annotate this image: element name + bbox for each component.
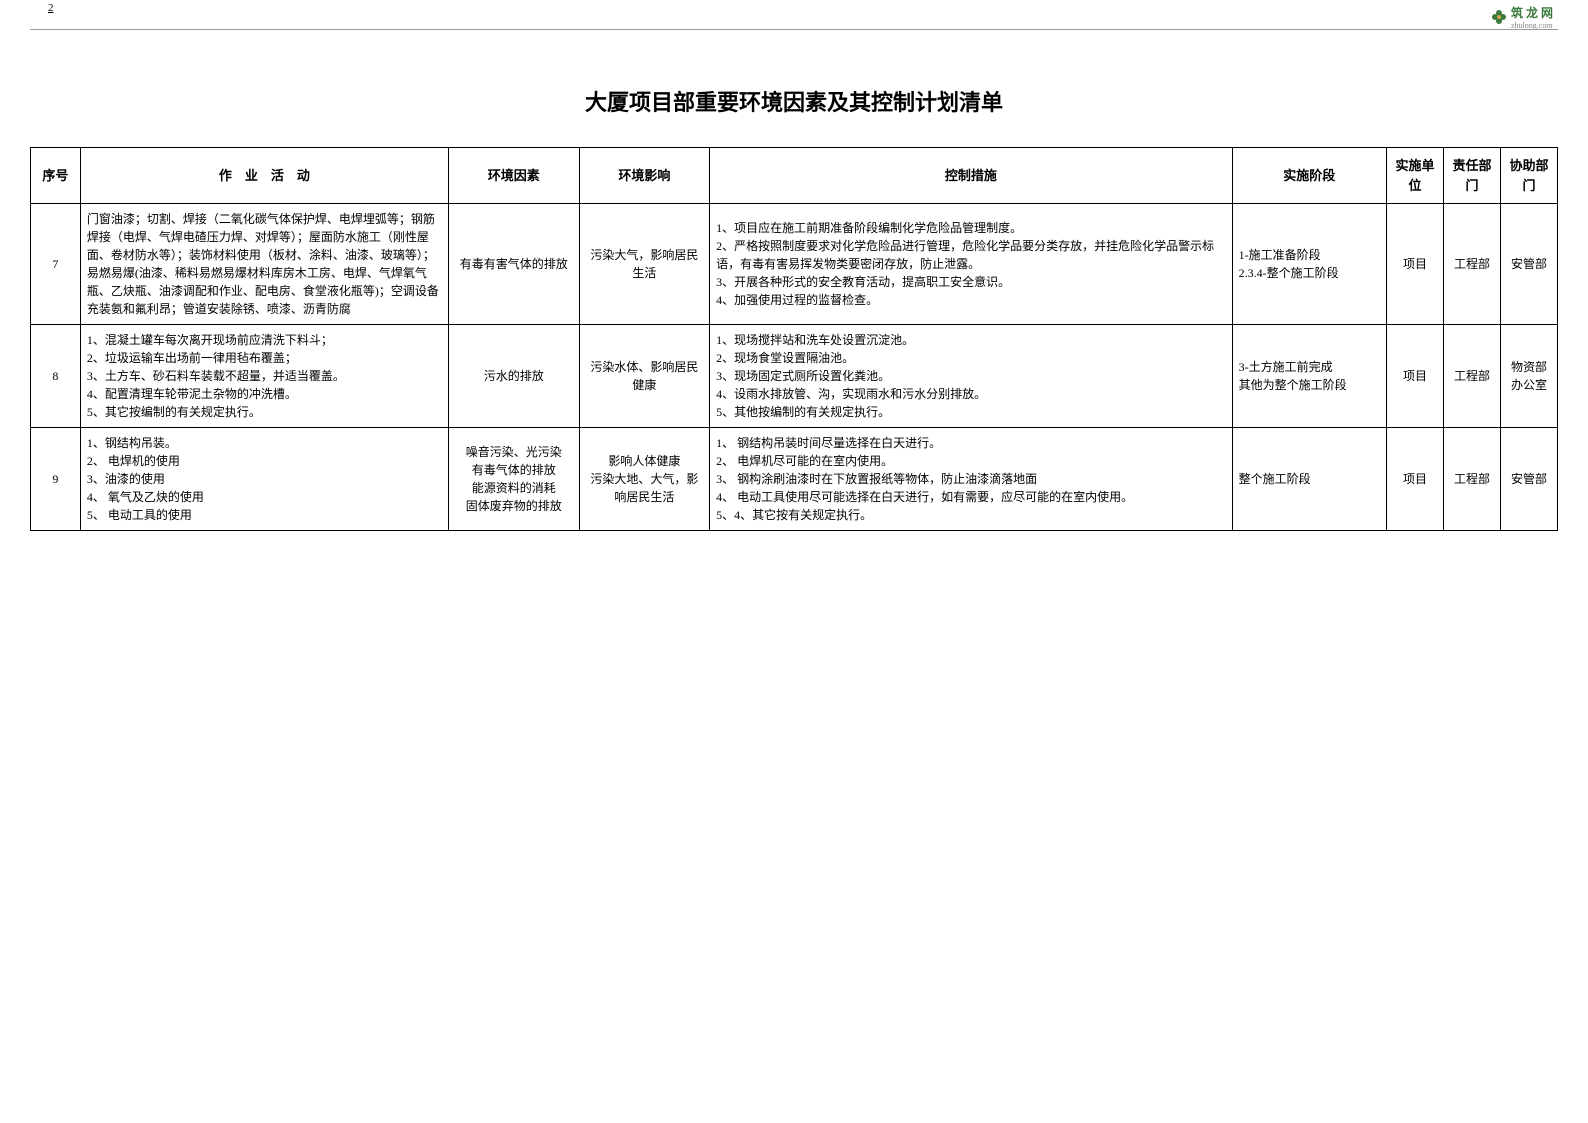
col-header-stage: 实施阶段: [1232, 148, 1386, 204]
logo-text: 筑 龙 网 zhulong.com: [1511, 4, 1553, 30]
col-header-factor: 环境因素: [448, 148, 579, 204]
logo-text-sub: zhulong.com: [1511, 21, 1553, 30]
cell-stage: 1-施工准备阶段2.3.4-整个施工阶段: [1232, 204, 1386, 325]
cell-assist: 安管部: [1500, 428, 1557, 531]
cell-seq: 7: [31, 204, 81, 325]
cell-activity: 门窗油漆；切割、焊接（二氧化碳气体保护焊、电焊埋弧等；钢筋焊接（电焊、气焊电碴压…: [80, 204, 448, 325]
col-header-measures: 控制措施: [710, 148, 1232, 204]
col-header-resp: 责任部门: [1443, 148, 1500, 204]
cell-resp: 工程部: [1443, 428, 1500, 531]
cell-stage: 3-土方施工前完成其他为整个施工阶段: [1232, 325, 1386, 428]
cell-impact: 污染大气，影响居民生活: [579, 204, 710, 325]
page-header: 2 筑 龙 网 zhulong.com: [30, 0, 1558, 30]
logo-text-main: 筑 龙 网: [1511, 6, 1553, 20]
cell-activity: 1、混凝土罐车每次离开现场前应清洗下料斗；2、垃圾运输车出场前一律用毡布覆盖；3…: [80, 325, 448, 428]
logo: 筑 龙 网 zhulong.com: [1491, 4, 1553, 30]
page-number: 2: [48, 2, 54, 14]
col-header-assist: 协助部门: [1500, 148, 1557, 204]
cell-factor: 有毒有害气体的排放: [448, 204, 579, 325]
cell-impact: 影响人体健康污染大地、大气，影响居民生活: [579, 428, 710, 531]
cell-factor: 噪音污染、光污染有毒气体的排放能源资料的消耗固体废弃物的排放: [448, 428, 579, 531]
cell-unit: 项目: [1386, 428, 1443, 531]
col-header-impact: 环境影响: [579, 148, 710, 204]
cell-unit: 项目: [1386, 204, 1443, 325]
cell-resp: 工程部: [1443, 325, 1500, 428]
clover-icon: [1491, 9, 1507, 25]
cell-resp: 工程部: [1443, 204, 1500, 325]
col-header-unit: 实施单位: [1386, 148, 1443, 204]
table-row: 7门窗油漆；切割、焊接（二氧化碳气体保护焊、电焊埋弧等；钢筋焊接（电焊、气焊电碴…: [31, 204, 1558, 325]
table-row: 81、混凝土罐车每次离开现场前应清洗下料斗；2、垃圾运输车出场前一律用毡布覆盖；…: [31, 325, 1558, 428]
cell-stage: 整个施工阶段: [1232, 428, 1386, 531]
cell-unit: 项目: [1386, 325, 1443, 428]
table-header-row: 序号 作 业 活 动 环境因素 环境影响 控制措施 实施阶段 实施单位 责任部门…: [31, 148, 1558, 204]
page-title: 大厦项目部重要环境因素及其控制计划清单: [0, 85, 1588, 117]
cell-measures: 1、现场搅拌站和洗车处设置沉淀池。2、现场食堂设置隔油池。3、现场固定式厕所设置…: [710, 325, 1232, 428]
cell-factor: 污水的排放: [448, 325, 579, 428]
cell-activity: 1、钢结构吊装。2、 电焊机的使用3、油漆的使用4、 氧气及乙炔的使用5、 电动…: [80, 428, 448, 531]
cell-seq: 8: [31, 325, 81, 428]
table-container: 序号 作 业 活 动 环境因素 环境影响 控制措施 实施阶段 实施单位 责任部门…: [0, 147, 1588, 531]
cell-measures: 1、 钢结构吊装时间尽量选择在白天进行。2、 电焊机尽可能的在室内使用。3、 钢…: [710, 428, 1232, 531]
cell-assist: 安管部: [1500, 204, 1557, 325]
cell-seq: 9: [31, 428, 81, 531]
col-header-seq: 序号: [31, 148, 81, 204]
cell-measures: 1、项目应在施工前期准备阶段编制化学危险品管理制度。2、严格按照制度要求对化学危…: [710, 204, 1232, 325]
col-header-activity: 作 业 活 动: [80, 148, 448, 204]
environmental-factors-table: 序号 作 业 活 动 环境因素 环境影响 控制措施 实施阶段 实施单位 责任部门…: [30, 147, 1558, 531]
cell-impact: 污染水体、影响居民健康: [579, 325, 710, 428]
table-row: 91、钢结构吊装。2、 电焊机的使用3、油漆的使用4、 氧气及乙炔的使用5、 电…: [31, 428, 1558, 531]
cell-assist: 物资部办公室: [1500, 325, 1557, 428]
